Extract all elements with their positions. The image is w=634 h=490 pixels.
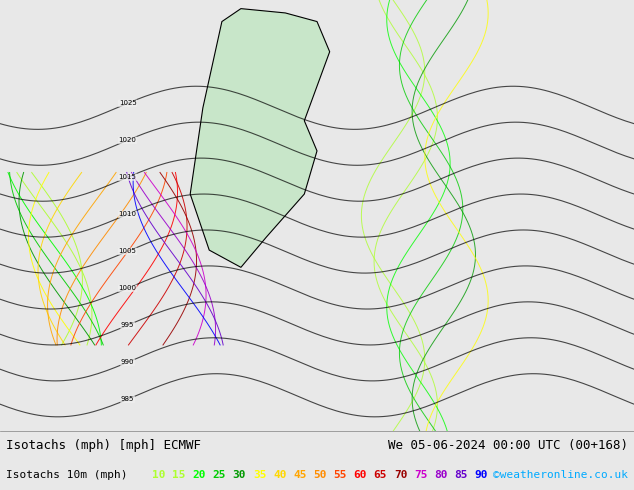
- Text: Isotachs 10m (mph): Isotachs 10m (mph): [6, 470, 128, 480]
- Text: 15: 15: [172, 470, 186, 480]
- Text: 1010: 1010: [119, 211, 137, 217]
- Text: 995: 995: [121, 322, 134, 328]
- Text: 20: 20: [193, 470, 206, 480]
- Text: 80: 80: [434, 470, 448, 480]
- Text: 85: 85: [454, 470, 468, 480]
- Text: 35: 35: [253, 470, 266, 480]
- Text: 990: 990: [121, 359, 134, 365]
- Polygon shape: [190, 9, 330, 268]
- Text: 75: 75: [414, 470, 427, 480]
- Text: Isotachs (mph) [mph] ECMWF: Isotachs (mph) [mph] ECMWF: [6, 440, 202, 452]
- Text: 10: 10: [152, 470, 165, 480]
- Text: 1020: 1020: [119, 137, 136, 143]
- Text: 1000: 1000: [119, 285, 137, 291]
- Text: 985: 985: [121, 396, 134, 402]
- Text: ©weatheronline.co.uk: ©weatheronline.co.uk: [493, 470, 628, 480]
- Text: 1025: 1025: [119, 100, 136, 106]
- Text: 30: 30: [233, 470, 246, 480]
- Text: 45: 45: [293, 470, 307, 480]
- Text: 50: 50: [313, 470, 327, 480]
- Text: We 05-06-2024 00:00 UTC (00+168): We 05-06-2024 00:00 UTC (00+168): [387, 440, 628, 452]
- Text: 1005: 1005: [119, 248, 136, 254]
- Text: 55: 55: [333, 470, 347, 480]
- Text: 60: 60: [354, 470, 367, 480]
- Text: 90: 90: [474, 470, 488, 480]
- Text: 65: 65: [373, 470, 387, 480]
- Text: 1015: 1015: [119, 174, 136, 180]
- Text: 40: 40: [273, 470, 287, 480]
- Text: 25: 25: [212, 470, 226, 480]
- Text: 70: 70: [394, 470, 407, 480]
